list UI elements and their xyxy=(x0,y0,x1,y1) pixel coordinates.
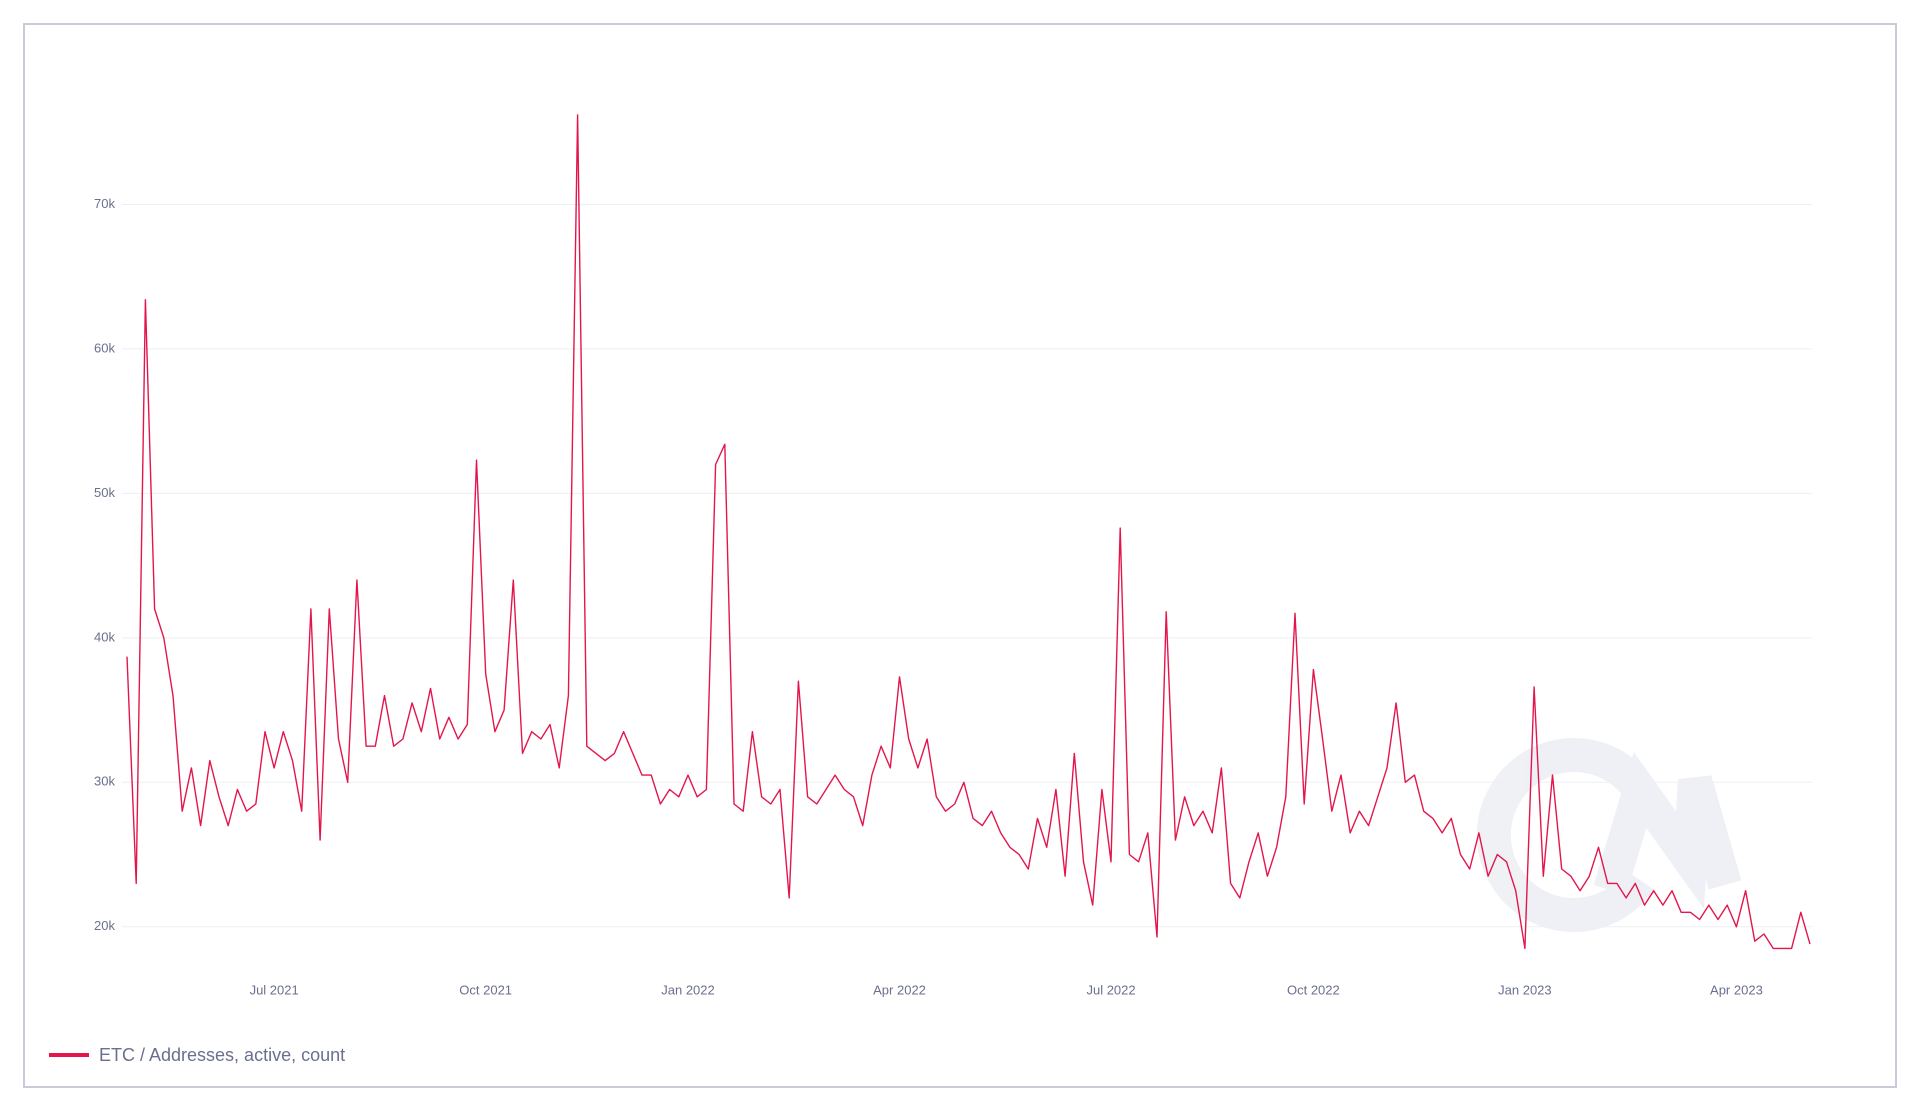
y-tick-label: 20k xyxy=(94,918,115,933)
x-tick-label: Oct 2022 xyxy=(1287,982,1340,997)
y-tick-label: 30k xyxy=(94,774,115,789)
x-tick-label: Apr 2022 xyxy=(873,982,926,997)
y-tick-label: 50k xyxy=(94,485,115,500)
x-tick-label: Jul 2021 xyxy=(250,982,299,997)
x-tick-label: Oct 2021 xyxy=(459,982,512,997)
y-tick-label: 40k xyxy=(94,629,115,644)
series-line xyxy=(126,114,1811,950)
x-tick-label: Jul 2022 xyxy=(1086,982,1135,997)
watermark-c xyxy=(1476,738,1655,932)
plot xyxy=(126,114,1811,950)
watermark-m xyxy=(1593,751,1742,909)
watermark xyxy=(1476,738,1742,932)
chart-frame xyxy=(23,23,1897,1088)
x-tick-label: Apr 2023 xyxy=(1710,982,1763,997)
legend-label: ETC / Addresses, active, count xyxy=(99,1045,345,1065)
x-tick-label: Jan 2022 xyxy=(661,982,715,997)
y-tick-label: 70k xyxy=(94,196,115,211)
y-tick-label: 60k xyxy=(94,340,115,355)
x-tick-label: Jan 2023 xyxy=(1498,982,1552,997)
